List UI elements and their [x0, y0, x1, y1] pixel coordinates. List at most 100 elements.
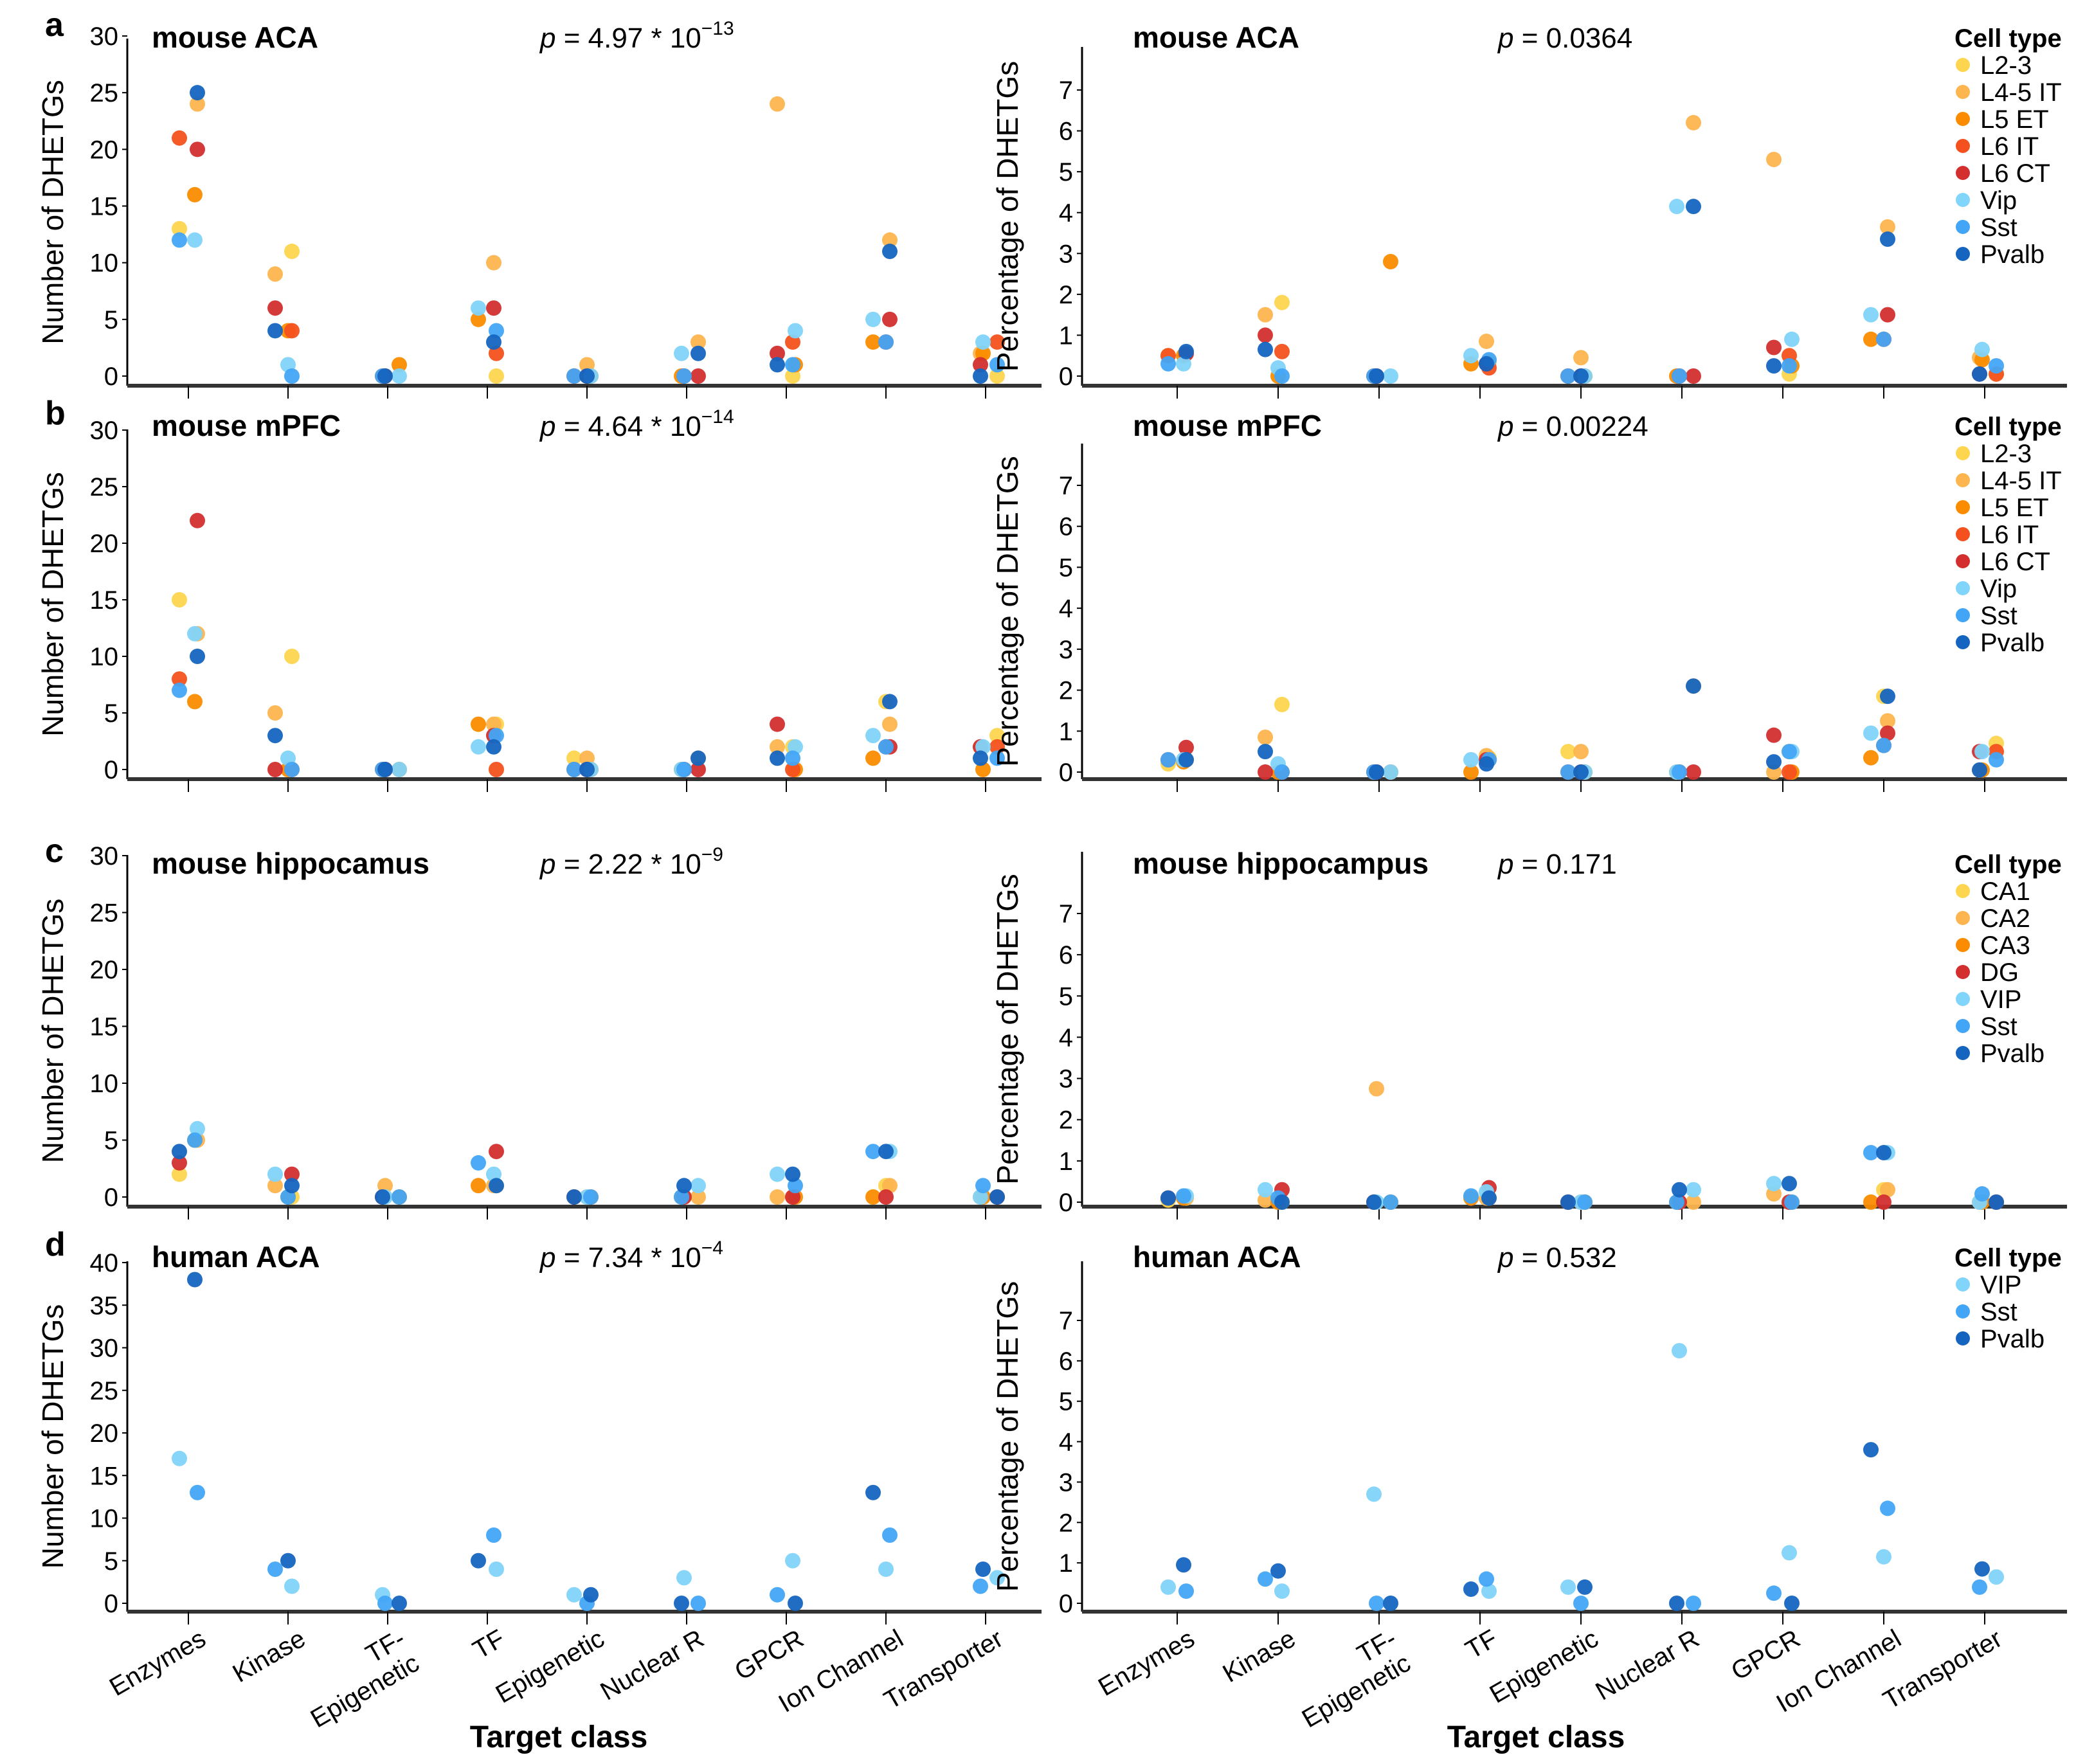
data-point-vip: [1560, 1579, 1576, 1595]
p-symbol: p: [539, 849, 555, 880]
data-point-vip: [865, 311, 881, 327]
y-tick-label: 2: [1059, 1106, 1073, 1135]
x-tick-label-line: Kinase: [228, 1625, 311, 1688]
legend-item-label: L4-5 IT: [1980, 467, 2062, 495]
data-point-pvalb: [1481, 1190, 1497, 1206]
data-point-pvalb: [377, 368, 393, 384]
data-point-vip: [770, 1166, 785, 1182]
data-point-l2-3: [284, 649, 300, 664]
legend-marker-sst: [1956, 220, 1970, 234]
data-point-vip: [1686, 1182, 1701, 1198]
data-point-pvalb: [489, 1178, 504, 1194]
data-point-sst: [1176, 1188, 1191, 1204]
data-point-vip: [187, 626, 203, 642]
data-point-dg: [489, 1144, 504, 1160]
data-point-dg: [1876, 1194, 1891, 1210]
x-axis-title: Target class: [470, 1720, 648, 1754]
data-point-pvalb: [566, 1189, 582, 1205]
data-point-sst: [566, 368, 582, 384]
data-point-sst: [1573, 1596, 1589, 1611]
data-point-pvalb: [1479, 356, 1494, 372]
data-point-l6-ct: [973, 357, 988, 373]
data-point-l6-it: [785, 762, 800, 777]
data-point-pvalb: [1989, 1194, 2004, 1210]
data-point-sst: [1782, 744, 1797, 760]
data-point-ca2: [267, 1178, 283, 1194]
data-point-sst: [1974, 1186, 1990, 1202]
data-point-l6-ct: [1766, 727, 1782, 743]
data-point-pvalb: [973, 750, 988, 766]
data-point-l2-3: [284, 244, 300, 260]
data-point-pvalb: [1686, 678, 1701, 694]
p-symbol: p: [1497, 1242, 1513, 1274]
p-value: p = 0.171: [1497, 849, 1617, 880]
data-point-vip: [690, 1178, 706, 1194]
data-point-pvalb: [172, 1144, 187, 1160]
y-tick-label: 10: [90, 1070, 119, 1098]
y-tick-label: 10: [90, 1505, 119, 1533]
data-point-pvalb: [187, 1272, 203, 1288]
data-point-vip: [1989, 1569, 2004, 1585]
data-point-pvalb: [989, 1189, 1005, 1205]
y-tick-label: 30: [90, 842, 119, 870]
y-tick-label: 1: [1059, 321, 1073, 350]
legend-marker-ca1: [1956, 884, 1970, 898]
legend-item-label: Sst: [1980, 602, 2017, 630]
data-point-l6-ct: [690, 368, 706, 384]
data-point-pvalb: [674, 1596, 689, 1611]
p-value: p = 0.532: [1497, 1242, 1617, 1274]
y-tick-label: 2: [1059, 677, 1073, 705]
p-value: p = 7.34 * 10−4: [539, 1238, 723, 1274]
data-point-pvalb: [1176, 1557, 1191, 1573]
data-point-l4-5-it: [882, 716, 898, 732]
panel-title: human ACA: [1133, 1240, 1301, 1274]
legend-item-label: L2-3: [1980, 440, 2032, 468]
p-value-text: = 4.97 * 10: [555, 22, 701, 54]
data-point-l6-ct: [267, 762, 283, 777]
x-tick-label-line: Epigenetic: [1485, 1625, 1603, 1709]
data-point-vip: [865, 728, 881, 744]
data-point-sst: [583, 1189, 599, 1205]
panel-label-b: b: [45, 395, 66, 432]
y-tick-label: 25: [90, 899, 119, 928]
data-point-vip: [392, 368, 407, 384]
x-tick-label-line: GPCR: [1726, 1625, 1805, 1686]
data-point-pvalb: [579, 762, 595, 777]
data-point-sst: [1686, 1596, 1701, 1611]
data-point-sst: [1672, 764, 1687, 780]
data-point-sst: [1369, 1596, 1384, 1611]
legend-item-label: Pvalb: [1980, 1040, 2044, 1068]
data-point-l5-et: [392, 357, 407, 373]
legend-marker-vip: [1956, 992, 1970, 1006]
data-point-pvalb: [1573, 764, 1589, 780]
data-point-sst: [1160, 752, 1176, 768]
data-point-l4-5-it: [1766, 152, 1782, 168]
panel-title: mouse hippocamus: [152, 847, 429, 880]
legend-title: Cell type: [1954, 24, 2062, 53]
data-point-pvalb: [1972, 366, 1987, 382]
data-point-pvalb: [1863, 1442, 1879, 1458]
legend-item-label: L6 CT: [1980, 159, 2050, 188]
legend-marker-vip: [1956, 193, 1970, 207]
legend-item-label: Pvalb: [1980, 629, 2044, 657]
data-point-sst: [1479, 1571, 1494, 1587]
data-point-vip: [975, 334, 991, 350]
data-point-l5-et: [1863, 331, 1879, 347]
data-point-pvalb: [1972, 762, 1987, 778]
data-point-vip: [392, 762, 407, 777]
y-tick-label: 25: [90, 473, 119, 501]
legend-marker-pvalb: [1956, 1046, 1970, 1060]
legend-item-label: Pvalb: [1980, 1325, 2044, 1353]
data-point-sst: [1989, 358, 2004, 374]
data-point-l6-it: [172, 130, 187, 146]
data-point-pvalb: [1784, 1596, 1800, 1611]
y-tick-label: 40: [90, 1249, 119, 1277]
y-tick-label: 6: [1059, 118, 1073, 146]
panel-c-count: 0 5 10 15 20 25 30 Number of DHETGs mouse hippoc…: [36, 842, 1042, 1220]
y-axis-label: Percentage of DHETGs: [991, 874, 1024, 1184]
legend-marker-l4-5-it: [1956, 85, 1970, 99]
data-point-l5-et: [1463, 764, 1479, 780]
